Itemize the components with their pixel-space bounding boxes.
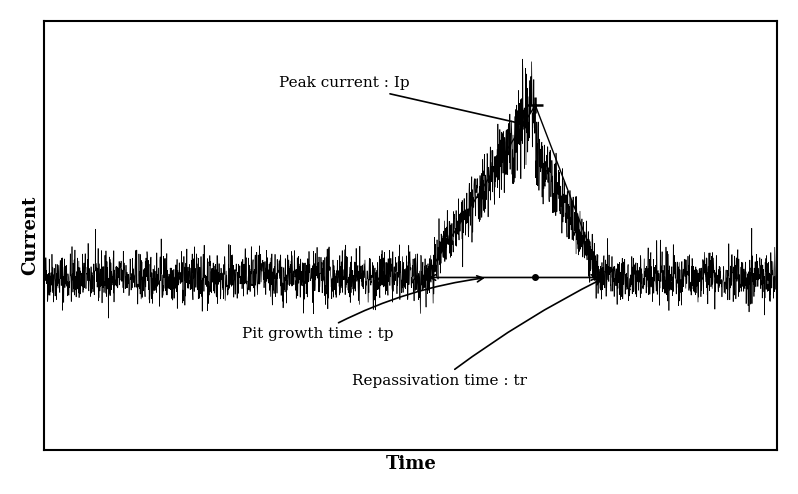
X-axis label: Time: Time: [385, 455, 437, 473]
Text: Pit growth time : tp: Pit growth time : tp: [243, 276, 483, 341]
Text: Peak current : Ip: Peak current : Ip: [279, 77, 527, 126]
Y-axis label: Current: Current: [21, 196, 39, 275]
Text: Repassivation time : tr: Repassivation time : tr: [352, 280, 601, 388]
